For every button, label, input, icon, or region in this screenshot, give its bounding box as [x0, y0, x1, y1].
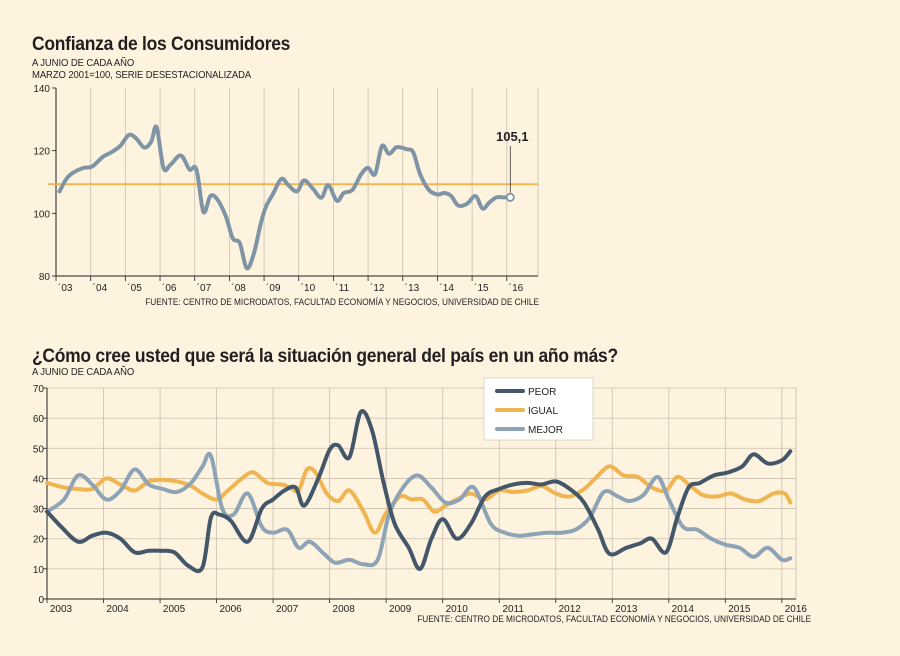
chart1-title: Confianza de los Consumidores — [32, 34, 291, 55]
chart2-x-tick-label: 2006 — [219, 604, 242, 615]
chart1-x-tick-label: ´11 — [335, 282, 349, 294]
chart1-source: FUENTE: CENTRO DE MICRODATOS, FACULTAD E… — [145, 297, 539, 307]
chart2-y-tick-label: 40 — [33, 474, 45, 485]
chart2-y-tick-label: 60 — [33, 414, 45, 425]
chart2-y-tick-label: 70 — [33, 384, 45, 395]
chart1-subtitle-base: MARZO 2001=100, SERIE DESESTACIONALIZADA — [32, 70, 252, 81]
chart1-x-tick-label: ´04 — [93, 282, 108, 294]
chart1-last-point-marker — [505, 192, 515, 202]
chart1-x-tick-label: ´15 — [474, 282, 489, 294]
chart2-source: FUENTE: CENTRO DE MICRODATOS, FACULTAD E… — [417, 614, 811, 624]
chart1-x-tick-label: ´03 — [58, 282, 73, 294]
chart2-y-tick-label: 30 — [33, 505, 45, 516]
chart2-title: ¿Cómo cree usted que será la situación g… — [32, 346, 618, 367]
chart2-y-tick-label: 0 — [38, 595, 44, 606]
chart1-y-tick-label: 100 — [33, 209, 50, 220]
chart2-x-tick-label: 2009 — [389, 604, 412, 615]
chart2-x-tick-label: 2016 — [785, 604, 808, 615]
chart2-x-tick-label: 2015 — [728, 604, 751, 615]
chart1-x-tick-label: ´13 — [405, 282, 420, 294]
chart2-x-tick-label: 2010 — [446, 604, 469, 615]
chart1-confianza-line — [57, 124, 513, 271]
chart2-x-tick-label: 2004 — [106, 604, 129, 615]
chart1-subtitle-date: A JUNIO DE CADA AÑO — [32, 58, 135, 69]
chart1-y-tick-label: 80 — [39, 272, 51, 283]
chart2-y-tick-label: 10 — [33, 565, 45, 576]
chart2-x-tick-label: 2008 — [333, 604, 356, 615]
chart1-x-tick-label: ´14 — [439, 282, 454, 294]
chart2-x-tick-label: 2003 — [50, 604, 73, 615]
chart2-legend-label-igual: IGUAL — [528, 406, 558, 417]
chart2-x-tick-label: 2014 — [672, 604, 695, 615]
chart2-series-line-peor — [45, 409, 793, 574]
chart2-y-tick-label: 20 — [33, 535, 45, 546]
chart1-x-tick-label: ´16 — [509, 282, 524, 294]
chart1-y-tick-label: 140 — [33, 84, 50, 95]
chart1-y-tick-label: 120 — [33, 147, 50, 158]
chart2-legend-label-mejor: MEJOR — [528, 425, 563, 436]
chart2-legend-label-peor: PEOR — [528, 387, 556, 398]
chart1-x-tick-label: ´05 — [127, 282, 142, 294]
chart2-x-tick-label: 2012 — [559, 604, 582, 615]
chart1-x-tick-label: ´12 — [370, 282, 385, 294]
chart1-x-tick-label: ´06 — [162, 282, 177, 294]
chart2-x-tick-label: 2005 — [163, 604, 186, 615]
chart1-x-tick-label: ´10 — [301, 282, 316, 294]
chart2-subtitle-date: A JUNIO DE CADA AÑO — [32, 367, 135, 378]
chart1-last-value-label: 105,1 — [496, 129, 529, 144]
chart2-x-tick-label: 2011 — [502, 604, 524, 615]
chart2-series-line-mejor — [45, 451, 793, 568]
chart1-x-tick-label: ´08 — [231, 282, 246, 294]
chart2-x-tick-label: 2013 — [615, 604, 638, 615]
chart1-x-tick-label: ´09 — [266, 282, 281, 294]
chart2-x-tick-label: 2007 — [276, 604, 299, 615]
chart2-y-tick-label: 50 — [33, 444, 45, 455]
chart1-x-tick-label: ´07 — [197, 282, 212, 294]
